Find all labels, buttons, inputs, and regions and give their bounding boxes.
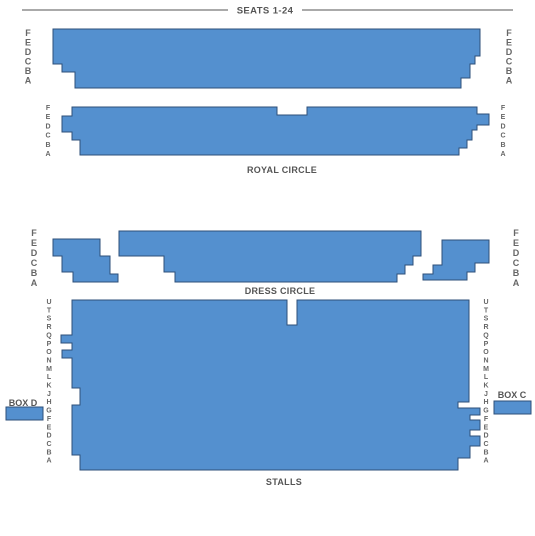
box-d-seat[interactable] [5, 406, 44, 421]
stalls-rows-left-row-r: R [46, 324, 51, 331]
stalls-rows-right-row-l: L [484, 374, 489, 381]
royal-circle: ROYAL CIRCLE [52, 28, 490, 175]
stalls-rows-left-row-c: C [46, 441, 51, 448]
box-d[interactable]: BOX D [5, 398, 44, 421]
dress-circle-left-block[interactable] [52, 238, 119, 283]
royal-circle-lower-rows-left-row-b: B [45, 142, 50, 149]
stalls-rows-left-row-s: S [47, 316, 52, 323]
dress-circle-rows-right-row-a: A [513, 278, 520, 288]
stalls-rows-left-row-g: G [46, 408, 52, 415]
royal-circle-lower-rows-left-row-c: C [45, 133, 50, 140]
royal-circle-lower-rows-left-row-d: D [45, 123, 50, 130]
stalls-rows-left-row-d: D [46, 433, 51, 440]
dress-circle-rows-left-row-d: D [31, 248, 38, 258]
stalls-rows-left-row-f: F [47, 416, 52, 423]
dress-circle-rows-left-row-c: C [31, 258, 38, 268]
stalls-rows-right-row-u: U [483, 299, 488, 306]
stalls-rows-right-row-e: E [484, 424, 489, 431]
royal-circle-upper-rows-left-row-e: E [25, 38, 31, 48]
dress-circle-rows-left-row-a: A [31, 278, 38, 288]
stalls-rows-left-row-b: B [46, 449, 51, 456]
stalls-rows-right-row-n: N [483, 357, 488, 364]
stalls-rows-left-row-n: N [46, 357, 51, 364]
stalls-rows-left-row-l: L [47, 374, 52, 381]
dress-circle-rows-right-row-b: B [513, 268, 520, 278]
box-d-label: BOX D [9, 398, 38, 408]
dress-circle: DRESS CIRCLE [52, 230, 490, 296]
royal-circle-upper-rows-left-row-a: A [25, 76, 32, 86]
stalls-rows-right-row-j: J [484, 391, 488, 398]
stalls-rows-left-row-j: J [47, 391, 51, 398]
stalls-rows-right-row-s: S [484, 316, 489, 323]
stalls-rows-right-row-b: B [483, 449, 488, 456]
royal-circle-lower-rows-left-row-a: A [45, 151, 50, 158]
stalls-block[interactable] [60, 299, 481, 471]
seats-header: SEATS 1-24 [22, 6, 513, 17]
stalls-rows-right-row-g: G [483, 408, 489, 415]
stalls-rows-right-row-h: H [483, 399, 488, 406]
royal-circle-upper-rows-right-row-a: A [506, 76, 513, 86]
royal-circle-lower-rows-right-row-a: A [500, 151, 505, 158]
seats-range-label: SEATS 1-24 [237, 6, 294, 17]
dress-circle-rows-right-row-f: F [513, 228, 519, 238]
royal-circle-upper-rows-right-row-b: B [506, 66, 513, 76]
stalls-rows-left-row-m: M [46, 366, 52, 373]
royal-circle-lower-rows-right-row-e: E [501, 114, 506, 121]
royal-circle-upper-rows-right-row-c: C [506, 57, 513, 67]
dress-circle-rows-right-row-e: E [513, 238, 519, 248]
stalls-rows-right-row-r: R [483, 324, 488, 331]
stalls-label: STALLS [266, 477, 302, 487]
royal-circle-upper-rows-left-row-f: F [25, 28, 31, 38]
stalls-rows-right-row-f: F [484, 416, 489, 423]
stalls-rows-left-row-t: T [47, 307, 52, 314]
stalls-rows-right-row-p: P [484, 341, 489, 348]
royal-circle-upper-block[interactable] [52, 28, 481, 89]
stalls-rows-right-row-a: A [483, 458, 488, 465]
royal-circle-lower-rows-left-row-e: E [46, 114, 51, 121]
stalls-rows-left-row-o: O [46, 349, 52, 356]
stalls-rows-right-row-t: T [484, 307, 489, 314]
dress-circle-rows-left-row-e: E [31, 238, 37, 248]
stalls-rows-right-row-k: K [483, 383, 488, 390]
stalls-rows-right-row-c: C [483, 441, 488, 448]
royal-circle-upper-rows-left-row-b: B [25, 66, 32, 76]
dress-circle-rows-right-row-d: D [513, 248, 520, 258]
royal-circle-upper-rows-right-row-f: F [506, 28, 512, 38]
royal-circle-lower-block[interactable] [61, 106, 490, 156]
stalls-rows-right-row-q: Q [483, 332, 489, 339]
stalls-rows-left-row-k: K [46, 383, 51, 390]
row-labels: FEDCBAFEDCBAFEDCBAFEDCBAFEDCBAFEDCBAUTSR… [25, 28, 520, 465]
box-c-label: BOX C [498, 390, 527, 400]
royal-circle-lower-rows-right-row-d: D [500, 123, 505, 130]
dress-circle-label: DRESS CIRCLE [245, 286, 316, 296]
royal-circle-lower-rows-right-row-b: B [500, 142, 505, 149]
royal-circle-label: ROYAL CIRCLE [247, 165, 317, 175]
box-c-seat[interactable] [493, 400, 532, 415]
stalls-rows-left-row-h: H [46, 399, 51, 406]
stalls-rows-left-row-p: P [47, 341, 52, 348]
stalls-rows-right-row-o: O [483, 349, 489, 356]
stalls-rows-left-row-e: E [47, 424, 52, 431]
stalls-rows-left-row-a: A [46, 458, 51, 465]
stalls-rows-left-row-u: U [46, 299, 51, 306]
dress-circle-right-block[interactable] [422, 239, 490, 281]
stalls: STALLS [60, 299, 481, 487]
stalls-rows-left-row-q: Q [46, 332, 52, 339]
royal-circle-upper-rows-right-row-d: D [506, 47, 513, 57]
royal-circle-upper-rows-right-row-e: E [506, 38, 512, 48]
stalls-rows-right-row-m: M [483, 366, 489, 373]
stalls-rows-right-row-d: D [483, 433, 488, 440]
dress-circle-rows-left-row-b: B [31, 268, 38, 278]
royal-circle-upper-rows-left-row-d: D [25, 47, 32, 57]
royal-circle-lower-rows-right-row-f: F [501, 105, 506, 112]
dress-circle-rows-right-row-c: C [513, 258, 520, 268]
dress-circle-rows-left-row-f: F [31, 228, 37, 238]
royal-circle-lower-rows-left-row-f: F [46, 105, 51, 112]
royal-circle-lower-rows-right-row-c: C [500, 133, 505, 140]
dress-circle-centre-block[interactable] [118, 230, 422, 283]
royal-circle-upper-rows-left-row-c: C [25, 57, 32, 67]
box-c[interactable]: BOX C [493, 390, 532, 415]
